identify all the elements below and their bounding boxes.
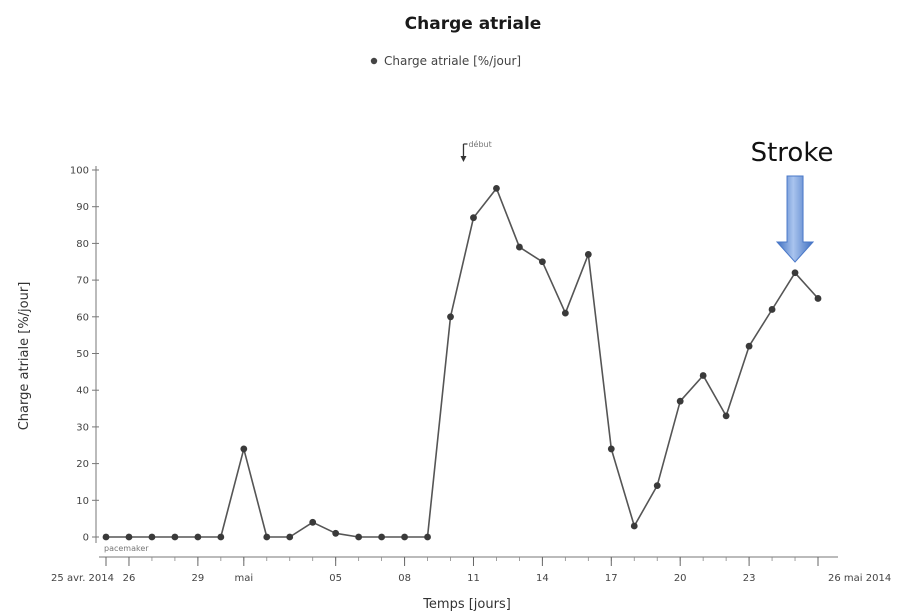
x-tick-label: 26 mai 2014 [828, 573, 891, 584]
x-tick-label: 23 [743, 573, 756, 584]
data-point [653, 482, 661, 490]
data-point [378, 533, 386, 541]
x-tick-label: 26 [123, 573, 136, 584]
data-point [194, 533, 202, 541]
data-point [516, 243, 523, 251]
data-point [470, 214, 477, 222]
x-tick-label: 11 [467, 573, 480, 584]
legend-marker [370, 57, 378, 65]
y-axis: 0 10 20 30 40 50 60 70 80 90 100 [70, 166, 99, 544]
y-tick-label: 70 [76, 276, 89, 287]
legend-label: Charge atriale [%/jour] [384, 54, 521, 68]
y-axis-label: Charge atriale [%/jour] [17, 282, 32, 431]
y-tick-label: 40 [76, 386, 89, 397]
data-point [814, 295, 822, 302]
stroke-arrow-icon [775, 175, 815, 263]
debut-marker-arrowhead-icon [460, 156, 467, 162]
series-layer [102, 184, 822, 541]
y-tick-label: 20 [76, 459, 89, 470]
y-tick-label: 90 [76, 202, 89, 213]
data-point [217, 533, 225, 541]
debut-note: début [468, 139, 491, 149]
data-point [493, 184, 500, 192]
data-point [447, 313, 454, 321]
data-point [148, 533, 156, 541]
data-point [630, 522, 638, 530]
y-tick-label: 30 [76, 422, 89, 433]
data-point [676, 397, 684, 405]
data-point [102, 533, 110, 541]
series-line [106, 187, 819, 538]
x-tick-label: 20 [674, 573, 687, 584]
data-point [332, 529, 340, 537]
x-tick-label: 08 [398, 573, 411, 584]
x-tick-label: 25 avr. 2014 [51, 573, 114, 584]
data-point [607, 445, 615, 453]
data-point [538, 258, 546, 266]
data-point [263, 533, 271, 541]
data-point [699, 372, 707, 379]
y-tick-label: 50 [76, 349, 89, 360]
data-point [722, 412, 730, 420]
legend: Charge atriale [%/jour] [370, 54, 521, 68]
x-axis-label: Temps [jours] [422, 597, 511, 612]
data-point [286, 533, 294, 541]
data-point [125, 533, 133, 541]
data-point [768, 306, 776, 313]
x-tick-label: 17 [605, 573, 618, 584]
data-point [171, 533, 179, 541]
data-point [424, 533, 431, 541]
y-tick-label: 0 [83, 533, 89, 544]
x-tick-label: 29 [192, 573, 205, 584]
data-point [791, 269, 799, 277]
data-point [401, 533, 408, 541]
x-axis: 25 avr. 2014 26 29 mai 05 08 11 14 17 20 23 26 mai … [51, 556, 891, 584]
y-tick-label: 60 [76, 312, 89, 323]
data-point [561, 309, 569, 317]
data-point [584, 251, 592, 258]
data-point [355, 533, 363, 541]
y-tick-label: 100 [70, 166, 89, 177]
y-tick-label: 10 [76, 496, 89, 507]
pacemaker-note: pacemaker [104, 544, 149, 553]
y-tick-label: 80 [76, 239, 89, 250]
data-point [240, 445, 248, 453]
chart-title: Charge atriale [405, 14, 542, 34]
stroke-annotation-label: Stroke [751, 138, 834, 168]
x-tick-label: mai [234, 573, 253, 584]
x-tick-label: 14 [536, 573, 549, 584]
data-point [745, 342, 753, 350]
annotation-layer: Stroke début pacemaker [104, 138, 833, 553]
x-tick-label: 05 [329, 573, 342, 584]
data-point [309, 518, 317, 526]
